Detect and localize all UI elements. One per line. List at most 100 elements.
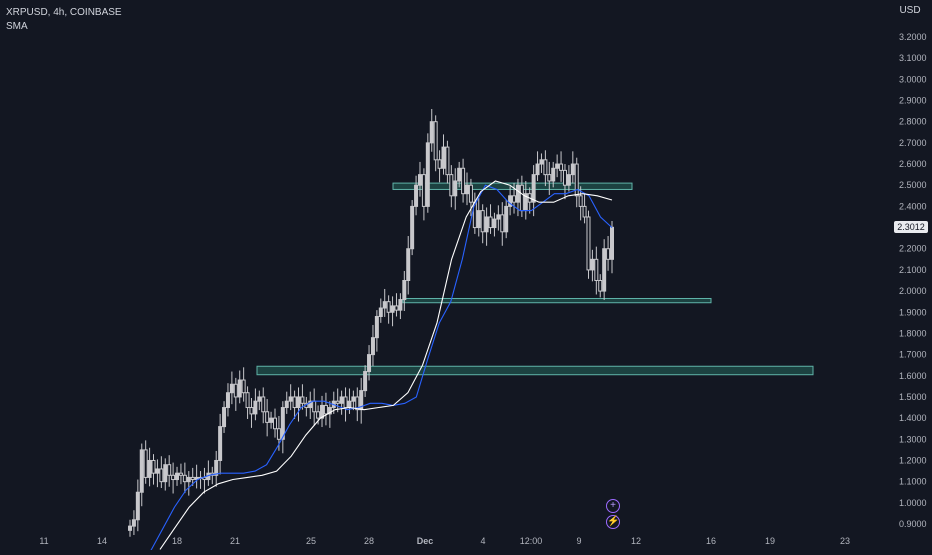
candle-body — [437, 159, 442, 169]
candle-body — [218, 426, 223, 461]
zone-rect — [256, 365, 814, 376]
candle-body — [445, 146, 450, 176]
candle-body — [425, 142, 430, 207]
sma-fast-line — [147, 184, 613, 555]
candle-body — [429, 121, 434, 144]
candle-body — [253, 400, 258, 415]
candle-body — [241, 379, 246, 394]
candle-body — [535, 163, 540, 176]
x-tick-label: 12 — [631, 536, 641, 546]
candle-body — [547, 174, 552, 182]
candle-body — [245, 392, 250, 409]
y-tick-label: 1.1000 — [899, 477, 927, 487]
candle-body — [367, 354, 372, 373]
candle-body — [406, 248, 411, 282]
y-tick-label: 1.3000 — [899, 434, 927, 444]
candle-body — [159, 468, 164, 483]
candle-body — [288, 396, 293, 402]
candle-body — [382, 301, 387, 309]
x-tick-label: 28 — [364, 536, 374, 546]
candle-body — [574, 163, 579, 197]
candle-body — [363, 371, 368, 392]
price-axis[interactable]: 3.2000 3.1000 3.0000 2.9000 2.8000 2.7000 2.60… — [899, 32, 927, 529]
y-tick-label: 0.9000 — [899, 519, 927, 529]
y-tick-label: 3.0000 — [899, 74, 927, 84]
candle-body — [300, 396, 305, 404]
candle-body — [441, 146, 446, 169]
y-tick-label: 2.4000 — [899, 201, 927, 211]
candles — [128, 108, 614, 537]
candle-body — [135, 491, 140, 521]
candle-body — [269, 417, 274, 423]
candle-body — [465, 184, 470, 195]
candle-body — [512, 195, 517, 203]
x-tick-label: 4 — [480, 536, 485, 546]
candle-body — [151, 459, 156, 474]
candle-body — [182, 474, 187, 483]
candle-body — [500, 214, 505, 233]
y-tick-label: 3.1000 — [899, 53, 927, 63]
candle-body — [606, 248, 611, 260]
x-tick-label: 9 — [576, 536, 581, 546]
candle-body — [562, 169, 567, 186]
candle-body — [284, 400, 289, 409]
candle-body — [610, 226, 614, 260]
chart-legend: XRPUSD, 4h, COINBASE SMA — [6, 6, 122, 34]
candle-body — [249, 407, 254, 415]
candle-body — [190, 476, 195, 481]
candle-body — [214, 459, 219, 476]
y-tick-label: 1.2000 — [899, 455, 927, 465]
candle-body — [551, 167, 556, 182]
candle-body — [155, 468, 160, 474]
candle-body — [171, 474, 176, 481]
x-tick-label: 25 — [306, 536, 316, 546]
x-tick-label: 16 — [706, 536, 716, 546]
candle-body — [316, 411, 321, 419]
candle-body — [335, 400, 340, 404]
candle-body — [504, 205, 509, 233]
candle-body — [167, 464, 172, 476]
candle-body — [280, 407, 285, 440]
symbol-title[interactable]: XRPUSD, 4h, COINBASE — [6, 7, 122, 18]
candle-body — [590, 258, 595, 271]
sma-lines — [147, 180, 613, 555]
candle-body — [308, 400, 313, 409]
candle-body — [292, 396, 297, 409]
candle-body — [386, 301, 391, 313]
candle-body — [370, 337, 375, 356]
candle-body — [508, 195, 513, 207]
candle-body — [461, 167, 466, 195]
candle-body — [555, 163, 560, 169]
y-tick-label: 2.8000 — [899, 117, 927, 127]
candle-body — [351, 396, 356, 402]
candle-body — [320, 404, 325, 419]
candle-body — [414, 184, 419, 207]
candle-body — [433, 121, 438, 161]
indicator-label-sma[interactable]: SMA — [6, 21, 28, 32]
candle-body — [539, 159, 544, 165]
candle-body — [194, 476, 199, 481]
candle-body — [276, 428, 281, 440]
candle-body — [449, 174, 454, 197]
candle-body — [586, 216, 591, 271]
zone-rect — [392, 182, 633, 190]
candle-body — [602, 248, 607, 292]
lightning-icon[interactable]: ⚡ — [606, 515, 620, 529]
y-tick-label: 2.0000 — [899, 286, 927, 296]
plus-circle-icon[interactable]: + — [606, 499, 620, 513]
currency-button[interactable]: USD — [899, 5, 921, 16]
x-tick-label: 18 — [172, 536, 182, 546]
time-axis[interactable]: 11 14 18 21 25 28 Dec 4 12:00 9 12 16 19 23 — [39, 536, 850, 546]
candle-body — [515, 184, 520, 203]
candle-body — [163, 464, 168, 483]
candle-body — [559, 163, 564, 171]
candle-body — [492, 218, 497, 229]
y-tick-label: 1.5000 — [899, 392, 927, 402]
candle-body — [139, 449, 144, 493]
candle-body — [323, 404, 328, 415]
candle-body — [484, 216, 489, 233]
y-tick-label: 1.6000 — [899, 371, 927, 381]
candle-body — [394, 305, 399, 311]
